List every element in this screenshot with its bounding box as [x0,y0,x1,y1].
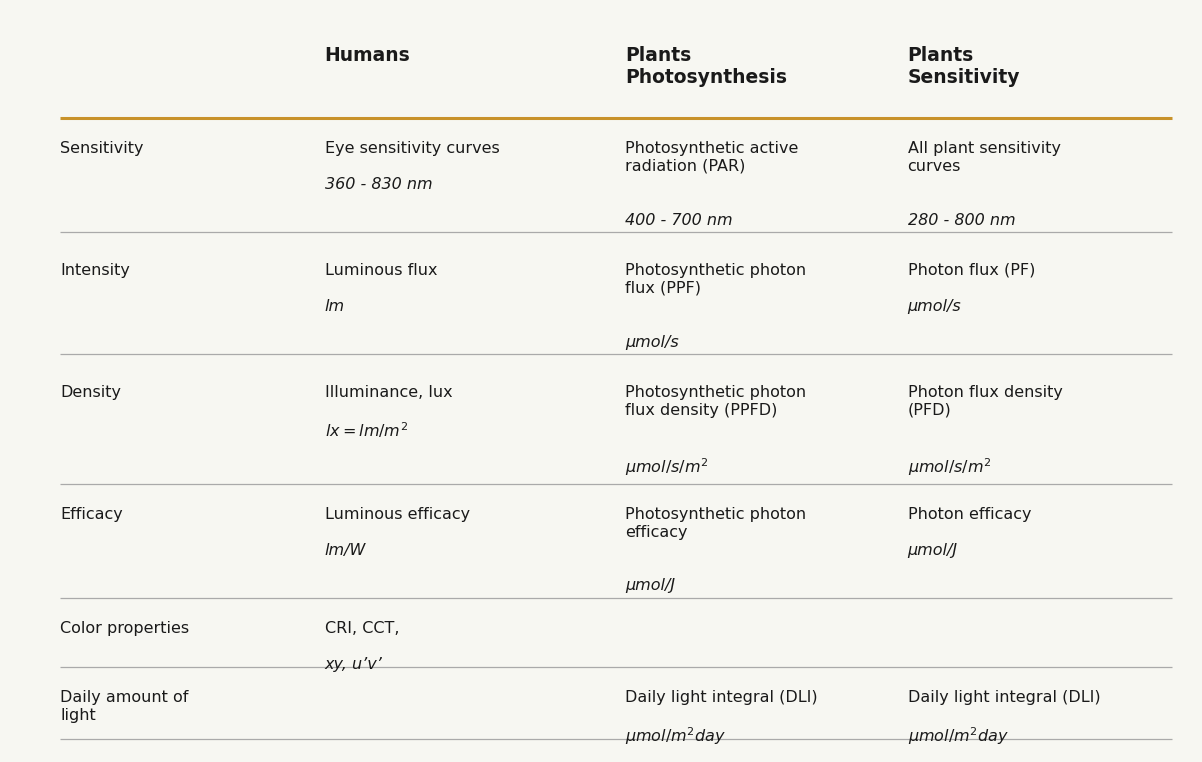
Text: Luminous flux: Luminous flux [325,263,438,278]
Text: Efficacy: Efficacy [60,507,123,522]
Text: Plants
Sensitivity: Plants Sensitivity [908,46,1020,88]
Text: Photon efficacy: Photon efficacy [908,507,1031,522]
Text: $\it{\mu}mol/s/m^2$: $\it{\mu}mol/s/m^2$ [908,456,992,478]
Text: Daily light integral (DLI): Daily light integral (DLI) [908,690,1100,705]
Text: Eye sensitivity curves: Eye sensitivity curves [325,141,499,156]
Text: μmol/s: μmol/s [908,299,962,314]
Text: $lx = \it{lm}/m^2$: $lx = \it{lm}/m^2$ [325,421,407,440]
Text: xy, u’v’: xy, u’v’ [325,657,382,672]
Text: Photosynthetic photon
efficacy: Photosynthetic photon efficacy [625,507,807,539]
Text: Color properties: Color properties [60,621,189,636]
Text: Luminous efficacy: Luminous efficacy [325,507,470,522]
Text: Humans: Humans [325,46,410,65]
Text: Photosynthetic photon
flux (PPF): Photosynthetic photon flux (PPF) [625,263,807,296]
Text: Sensitivity: Sensitivity [60,141,143,156]
Text: CRI, CCT,: CRI, CCT, [325,621,399,636]
Text: Photon flux density
(PFD): Photon flux density (PFD) [908,385,1063,418]
Text: μmol/J: μmol/J [908,543,958,558]
Text: 400 - 700 nm: 400 - 700 nm [625,213,733,228]
Text: Photosynthetic photon
flux density (PPFD): Photosynthetic photon flux density (PPFD… [625,385,807,418]
Text: Daily amount of
light: Daily amount of light [60,690,189,722]
Text: Photon flux (PF): Photon flux (PF) [908,263,1035,278]
Text: Intensity: Intensity [60,263,130,278]
Text: Illuminance, lux: Illuminance, lux [325,385,452,400]
Text: μmol/J: μmol/J [625,578,676,594]
Text: Photosynthetic active
radiation (PAR): Photosynthetic active radiation (PAR) [625,141,798,174]
Text: Plants
Photosynthesis: Plants Photosynthesis [625,46,787,88]
Text: lm: lm [325,299,345,314]
Text: lm/W: lm/W [325,543,365,558]
Text: $\it{\mu}mol/m^2$$\it{day}$: $\it{\mu}mol/m^2$$\it{day}$ [625,725,726,747]
Text: All plant sensitivity
curves: All plant sensitivity curves [908,141,1060,174]
Text: Density: Density [60,385,121,400]
Text: $\it{\mu}mol/m^2$$\it{day}$: $\it{\mu}mol/m^2$$\it{day}$ [908,725,1008,747]
Text: Daily light integral (DLI): Daily light integral (DLI) [625,690,817,705]
Text: 360 - 830 nm: 360 - 830 nm [325,177,433,192]
Text: μmol/s: μmol/s [625,335,679,350]
Text: $\it{\mu}mol/s/m^2$: $\it{\mu}mol/s/m^2$ [625,456,709,478]
Text: 280 - 800 nm: 280 - 800 nm [908,213,1016,228]
